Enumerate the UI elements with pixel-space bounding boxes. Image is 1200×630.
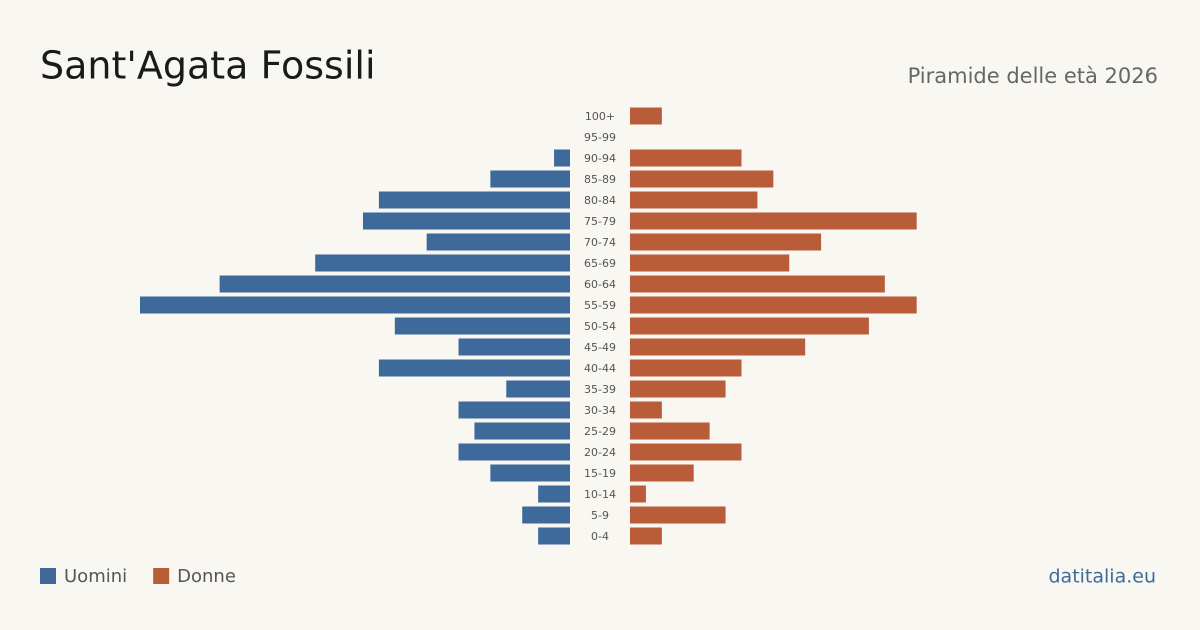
bar xyxy=(458,401,570,419)
chart-title: Sant'Agata Fossili xyxy=(40,44,376,88)
age-label: 80-84 xyxy=(584,194,616,207)
age-label: 60-64 xyxy=(584,278,616,291)
bar xyxy=(378,359,570,377)
bar xyxy=(630,506,726,524)
bar xyxy=(378,191,570,209)
age-label: 30-34 xyxy=(584,404,616,417)
bar xyxy=(474,422,570,440)
age-label: 85-89 xyxy=(584,173,616,186)
bar xyxy=(630,275,885,293)
age-label: 95-99 xyxy=(584,131,616,144)
bar xyxy=(630,401,662,419)
bar xyxy=(630,191,758,209)
age-label: 55-59 xyxy=(584,299,616,312)
age-label: 70-74 xyxy=(584,236,616,249)
bar xyxy=(506,380,570,398)
bar xyxy=(219,275,570,293)
bar xyxy=(140,296,570,314)
age-label: 65-69 xyxy=(584,257,616,270)
bar xyxy=(630,338,806,356)
bar xyxy=(538,485,570,503)
chart-subtitle: Piramide delle età 2026 xyxy=(908,64,1158,88)
bar xyxy=(630,296,917,314)
bar xyxy=(630,107,662,125)
age-label: 45-49 xyxy=(584,341,616,354)
bar xyxy=(490,464,570,482)
legend-swatch xyxy=(40,568,56,584)
bar xyxy=(522,506,570,524)
bar xyxy=(394,317,570,335)
legend-label: Uomini xyxy=(64,566,127,587)
age-label: 50-54 xyxy=(584,320,616,333)
age-label: 100+ xyxy=(585,110,615,123)
age-label: 90-94 xyxy=(584,152,616,165)
legend-label: Donne xyxy=(177,566,236,587)
bar xyxy=(630,212,917,230)
bar xyxy=(426,233,570,251)
bar xyxy=(630,464,694,482)
age-label: 20-24 xyxy=(584,446,616,459)
bar xyxy=(630,254,790,272)
bar xyxy=(630,527,662,545)
bar xyxy=(458,443,570,461)
age-label: 0-4 xyxy=(591,530,609,543)
bar xyxy=(554,149,570,167)
bar xyxy=(630,422,710,440)
bar xyxy=(630,317,869,335)
age-label: 35-39 xyxy=(584,383,616,396)
age-label: 5-9 xyxy=(591,509,609,522)
age-label: 10-14 xyxy=(584,488,616,501)
age-label: 40-44 xyxy=(584,362,616,375)
bar xyxy=(630,485,646,503)
bar xyxy=(362,212,570,230)
bar xyxy=(538,527,570,545)
bar xyxy=(315,254,570,272)
bar xyxy=(458,338,570,356)
bar xyxy=(630,380,726,398)
age-label: 15-19 xyxy=(584,467,616,480)
bar xyxy=(630,170,774,188)
bar xyxy=(630,359,742,377)
age-label: 75-79 xyxy=(584,215,616,228)
bar xyxy=(630,443,742,461)
bar xyxy=(630,233,822,251)
age-label: 25-29 xyxy=(584,425,616,438)
source: datitalia.eu xyxy=(1049,566,1157,588)
legend-swatch xyxy=(153,568,170,584)
bar xyxy=(630,149,742,167)
bar xyxy=(490,170,570,188)
